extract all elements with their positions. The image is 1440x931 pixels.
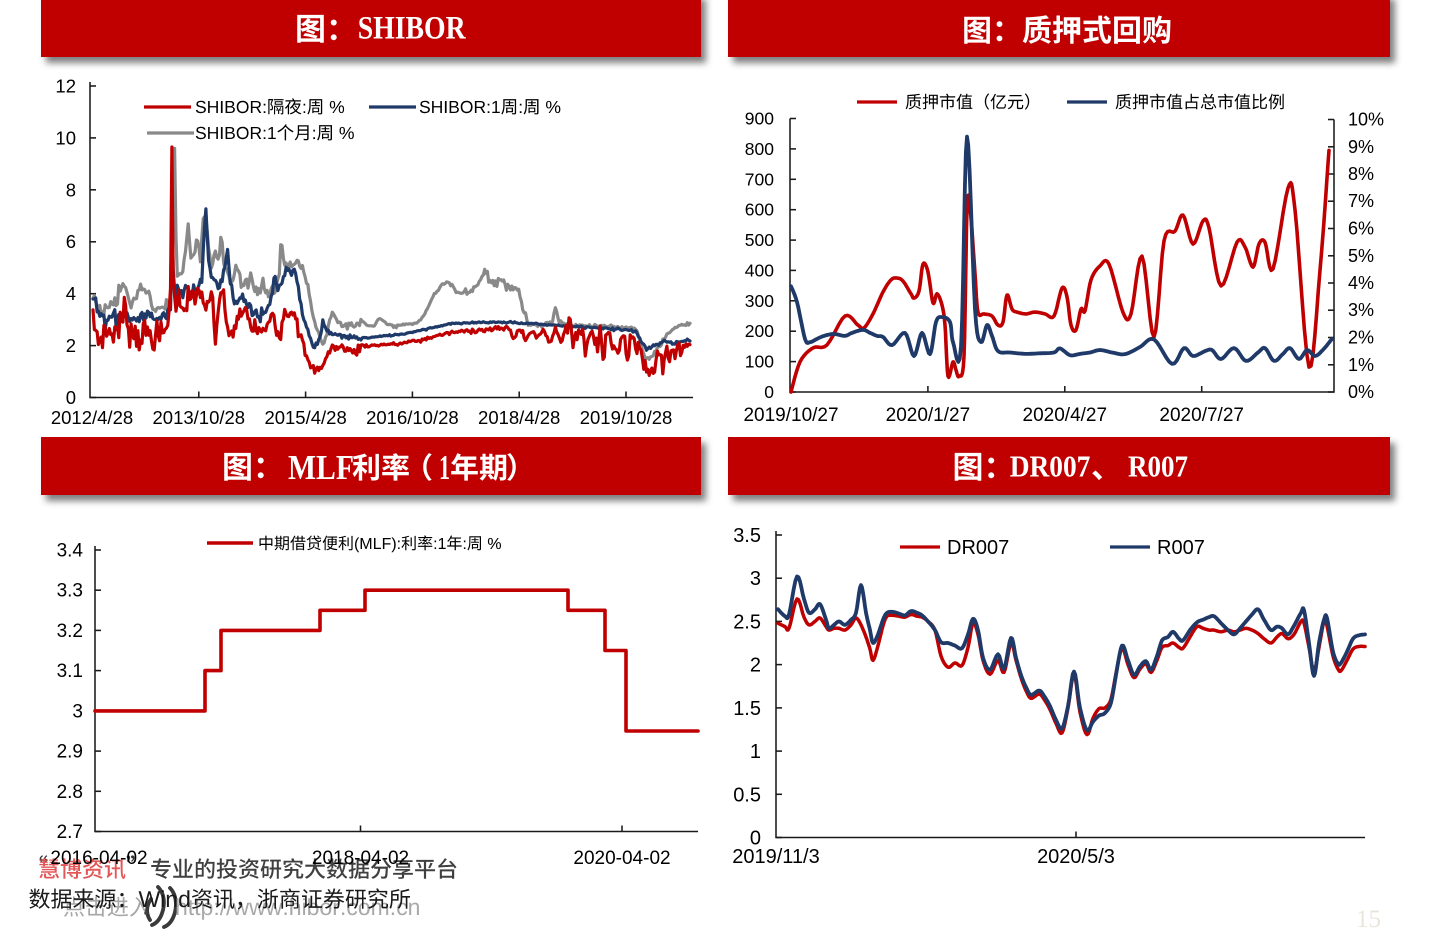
- svg-text:2020-04-02: 2020-04-02: [573, 848, 670, 869]
- svg-text:100: 100: [745, 352, 774, 372]
- svg-text:200: 200: [745, 321, 774, 341]
- svg-text:0%: 0%: [1348, 382, 1374, 402]
- svg-text:0.5: 0.5: [733, 784, 761, 806]
- svg-text:4: 4: [66, 283, 76, 304]
- svg-text:2015/4/28: 2015/4/28: [264, 407, 346, 428]
- svg-text:10: 10: [55, 127, 76, 148]
- svg-text:500: 500: [745, 230, 774, 250]
- svg-text:R007: R007: [1157, 537, 1205, 559]
- svg-text:600: 600: [745, 200, 774, 220]
- svg-text:15: 15: [1356, 906, 1381, 931]
- svg-text:3.3: 3.3: [57, 581, 83, 602]
- svg-text:900: 900: [745, 109, 774, 129]
- svg-text:300: 300: [745, 291, 774, 311]
- svg-text:2018-04-02: 2018-04-02: [312, 848, 409, 869]
- svg-text:2020/7/27: 2020/7/27: [1159, 405, 1244, 426]
- svg-text:0: 0: [750, 828, 761, 850]
- svg-text:DR007: DR007: [1010, 449, 1091, 484]
- svg-text:3: 3: [750, 568, 761, 590]
- svg-text:MLF: MLF: [288, 448, 354, 487]
- svg-text:6: 6: [66, 231, 76, 252]
- svg-text:8%: 8%: [1348, 164, 1374, 184]
- svg-text:3: 3: [72, 701, 83, 722]
- svg-text:3.4: 3.4: [57, 541, 84, 562]
- svg-text:6%: 6%: [1348, 219, 1374, 239]
- svg-text:2.7: 2.7: [57, 822, 83, 843]
- svg-text:2020/4/27: 2020/4/27: [1023, 405, 1108, 426]
- svg-text:8: 8: [66, 179, 76, 200]
- svg-text:2016/10/28: 2016/10/28: [366, 407, 459, 428]
- svg-text:3.5: 3.5: [733, 525, 761, 547]
- svg-text:5%: 5%: [1348, 246, 1374, 266]
- svg-text:0: 0: [66, 387, 76, 408]
- svg-text:3%: 3%: [1348, 300, 1374, 320]
- svg-text:700: 700: [745, 169, 774, 189]
- svg-text:2019/10/28: 2019/10/28: [580, 407, 673, 428]
- svg-text:DR007: DR007: [947, 537, 1009, 559]
- svg-text:2: 2: [66, 335, 76, 356]
- svg-text:2020/5/3: 2020/5/3: [1037, 846, 1115, 868]
- svg-text:9%: 9%: [1348, 137, 1374, 157]
- svg-text:4%: 4%: [1348, 273, 1374, 293]
- svg-text:12: 12: [55, 76, 76, 97]
- svg-text:2018/4/28: 2018/4/28: [478, 407, 560, 428]
- svg-text:2013/10/28: 2013/10/28: [153, 407, 246, 428]
- svg-text:2.8: 2.8: [57, 782, 83, 803]
- svg-text:2.5: 2.5: [733, 611, 761, 633]
- svg-text:2012/4/28: 2012/4/28: [51, 407, 133, 428]
- svg-text:2019/10/27: 2019/10/27: [743, 405, 838, 426]
- svg-text:2%: 2%: [1348, 328, 1374, 348]
- svg-text:7%: 7%: [1348, 191, 1374, 211]
- svg-text:2019/11/3: 2019/11/3: [732, 846, 820, 868]
- svg-text:R007: R007: [1128, 449, 1188, 484]
- svg-text:400: 400: [745, 260, 774, 280]
- svg-text:10%: 10%: [1348, 110, 1384, 130]
- svg-text:2: 2: [750, 655, 761, 677]
- svg-text:1: 1: [439, 448, 450, 487]
- svg-text:1: 1: [750, 741, 761, 763]
- svg-text:1%: 1%: [1348, 355, 1374, 375]
- svg-text:2.9: 2.9: [57, 742, 83, 763]
- svg-text:3.2: 3.2: [57, 621, 83, 642]
- svg-text:SHIBOR: SHIBOR: [358, 11, 467, 47]
- svg-text:800: 800: [745, 139, 774, 159]
- svg-text:2016-04-02: 2016-04-02: [50, 848, 147, 869]
- svg-text:0: 0: [764, 382, 774, 402]
- svg-text:2020/1/27: 2020/1/27: [886, 405, 971, 426]
- svg-text:3.1: 3.1: [57, 661, 83, 682]
- svg-text:1.5: 1.5: [733, 698, 761, 720]
